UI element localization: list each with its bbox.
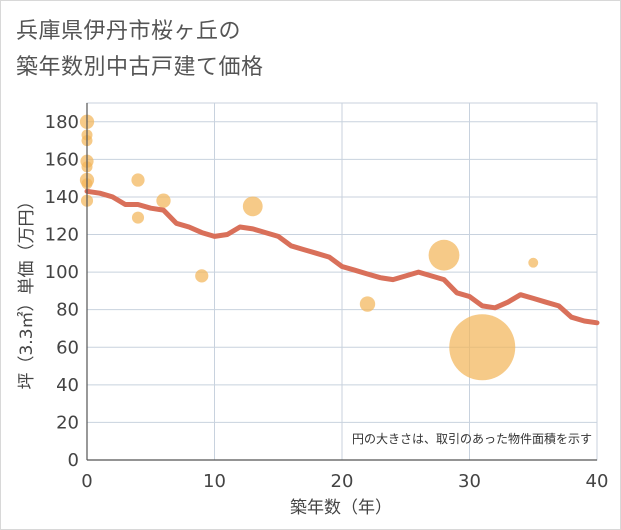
data-bubble	[359, 296, 376, 312]
grid-layer	[86, 102, 598, 461]
x-tick-label: 40	[586, 471, 609, 492]
data-bubble	[131, 211, 145, 224]
x-tick-label: 20	[331, 471, 354, 492]
x-tick-label: 10	[203, 471, 226, 492]
data-bubble	[428, 239, 460, 271]
axis-layer	[86, 103, 597, 461]
average-price-line	[84, 188, 600, 326]
data-bubble	[131, 173, 145, 187]
title-line-2: 築年数別中古戸建て価格	[16, 55, 264, 80]
x-tick-label: 0	[81, 471, 92, 492]
data-bubble	[528, 257, 539, 268]
y-tick-label: 140	[45, 187, 79, 208]
y-tick-label: 180	[45, 112, 79, 133]
y-tick-label: 100	[45, 262, 79, 283]
label-layer: 0 20 40 60 80 100 120 140 160 180 0 10 20 30 40	[45, 112, 609, 492]
y-tick-label: 20	[56, 412, 79, 433]
data-bubble	[195, 269, 209, 283]
y-tick-label: 120	[45, 225, 79, 246]
y-tick-label: 40	[56, 375, 79, 396]
y-tick-label: 0	[68, 450, 79, 471]
data-bubble	[156, 193, 171, 208]
data-bubble	[242, 196, 263, 217]
data-bubble	[449, 314, 516, 381]
line-layer	[84, 188, 600, 326]
y-tick-label: 160	[45, 149, 79, 170]
x-axis-title: 築年数（年）	[290, 498, 392, 518]
bubble-layer	[79, 114, 539, 381]
title-line-1: 兵庫県伊丹市桜ヶ丘の	[16, 19, 242, 44]
y-tick-label: 60	[56, 337, 79, 358]
y-tick-label: 80	[56, 300, 79, 321]
bubble-size-note: 円の大きさは、取引のあった物件面積を示す	[352, 431, 592, 446]
x-tick-label: 30	[458, 471, 481, 492]
chart-title: 兵庫県伊丹市桜ヶ丘の 築年数別中古戸建て価格	[16, 14, 264, 86]
y-axis-title: 坪（3.3㎡）単価（万円）	[17, 192, 37, 389]
